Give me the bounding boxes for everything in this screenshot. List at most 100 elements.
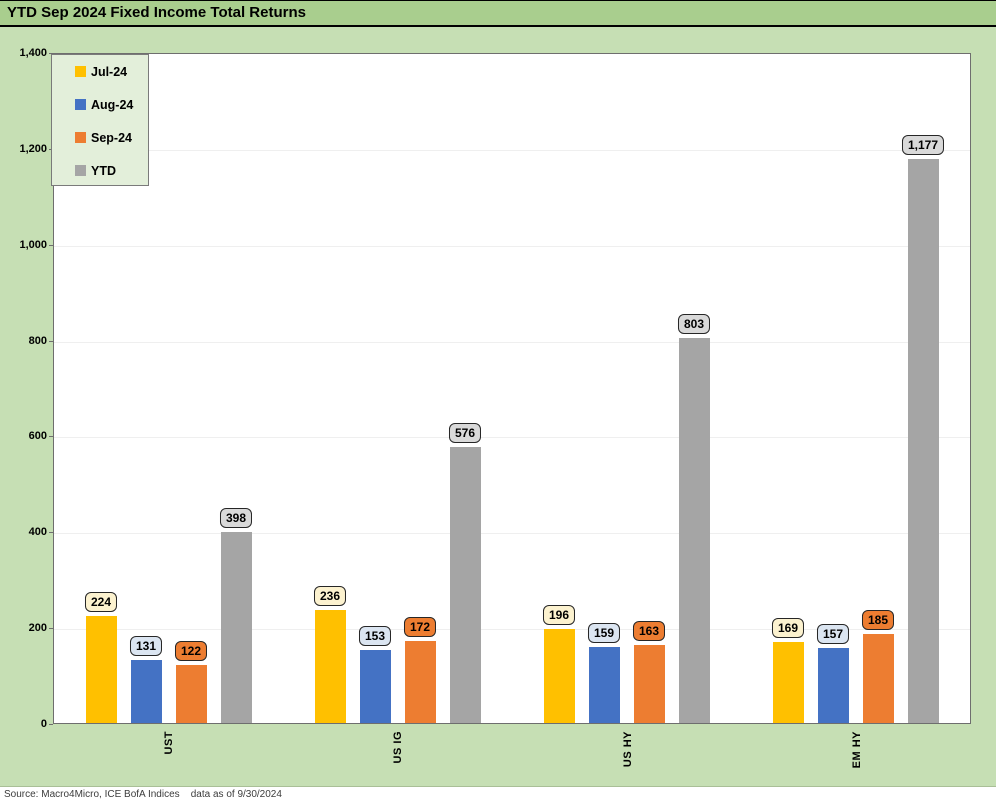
bar-value-label-sep-24-us-ig: 172 xyxy=(403,616,437,637)
source-note: Source: Macro4Micro, ICE BofA Indices da… xyxy=(0,788,996,803)
bar-aug-24-ust xyxy=(130,660,162,723)
legend-swatch-sep-24 xyxy=(75,132,86,143)
bar-value-label-ytd-ust: 398 xyxy=(219,508,253,529)
category-label-em-hy: EM HY xyxy=(743,726,973,784)
bar-groups: 224 131 122 398 236 153 172 576 196 159 163 803 169 1… xyxy=(54,54,970,723)
bar-slot-aug-24-ust: 131 xyxy=(129,54,163,723)
gridline-1000 xyxy=(54,245,970,247)
bar-sep-24-ust xyxy=(175,664,207,723)
y-tick-label-1400: 1,400 xyxy=(19,47,47,59)
y-tick-label-600: 600 xyxy=(28,430,47,443)
bar-aug-24-us-ig xyxy=(359,649,391,723)
chart-area: 224 131 122 398 236 153 172 576 196 159 163 803 169 1… xyxy=(0,27,996,787)
bar-slot-sep-24-em-hy: 185 xyxy=(861,54,895,723)
x-axis-category-labels: UST US IG US HY EM HY xyxy=(54,726,972,784)
bar-slot-aug-24-em-hy: 157 xyxy=(816,54,850,723)
chart-title: YTD Sep 2024 Fixed Income Total Returns xyxy=(0,0,996,27)
legend-label-sep-24: Sep-24 xyxy=(91,130,132,145)
bar-slot-sep-24-us-ig: 172 xyxy=(403,54,437,723)
bar-group-us-hy: 196 159 163 803 xyxy=(512,54,741,723)
bar-ytd-em-hy xyxy=(907,158,939,723)
bar-value-label-sep-24-ust: 122 xyxy=(174,640,208,661)
legend-swatch-ytd xyxy=(75,165,86,176)
legend-item-ytd: YTD xyxy=(75,154,148,187)
legend-items: Jul-24 Aug-24 Sep-24 YTD xyxy=(75,55,148,187)
bar-group-em-hy: 169 157 185 1,177 xyxy=(741,54,970,723)
bar-sep-24-us-hy xyxy=(633,644,665,723)
bar-value-label-ytd-us-ig: 576 xyxy=(448,422,482,443)
gridline-400 xyxy=(54,533,970,535)
bar-value-label-ytd-em-hy: 1,177 xyxy=(901,134,945,155)
y-tick-label-800: 800 xyxy=(28,334,47,347)
bar-slot-aug-24-us-ig: 153 xyxy=(358,54,392,723)
bar-value-label-sep-24-us-hy: 163 xyxy=(632,620,666,641)
bar-value-label-jul-24-us-ig: 236 xyxy=(313,585,347,606)
legend-item-jul-24: Jul-24 xyxy=(75,55,148,88)
category-label-us-ig: US IG xyxy=(284,726,514,784)
bar-ytd-us-ig xyxy=(449,446,481,723)
bar-value-label-jul-24-em-hy: 169 xyxy=(771,618,805,639)
bar-value-label-aug-24-us-ig: 153 xyxy=(358,625,392,646)
gridline-800 xyxy=(54,341,970,343)
legend-swatch-aug-24 xyxy=(75,99,86,110)
bar-ytd-ust xyxy=(220,532,252,723)
bar-jul-24-ust xyxy=(85,615,117,723)
y-tick-mark-400 xyxy=(49,532,53,534)
bar-group-us-ig: 236 153 172 576 xyxy=(283,54,512,723)
y-tick-mark-600 xyxy=(49,436,53,438)
category-label-text: EM HY xyxy=(851,731,864,769)
bar-value-label-aug-24-ust: 131 xyxy=(129,636,163,657)
bar-value-label-aug-24-em-hy: 157 xyxy=(816,623,850,644)
legend-swatch-jul-24 xyxy=(75,66,86,77)
bar-slot-aug-24-us-hy: 159 xyxy=(587,54,621,723)
bar-value-label-sep-24-em-hy: 185 xyxy=(861,610,895,631)
y-tick-label-200: 200 xyxy=(28,622,47,635)
y-tick-label-1000: 1,000 xyxy=(19,238,47,251)
plot-area: 224 131 122 398 236 153 172 576 196 159 163 803 169 1… xyxy=(53,53,971,724)
legend-item-aug-24: Aug-24 xyxy=(75,88,148,121)
legend-item-sep-24: Sep-24 xyxy=(75,121,148,154)
y-tick-mark-1400 xyxy=(49,53,53,54)
bar-slot-ytd-us-ig: 576 xyxy=(448,54,482,723)
bar-value-label-ytd-us-hy: 803 xyxy=(677,314,711,335)
category-label-text: US HY xyxy=(621,731,634,768)
bar-slot-sep-24-us-hy: 163 xyxy=(632,54,666,723)
legend-label-aug-24: Aug-24 xyxy=(91,97,134,112)
bar-slot-ytd-ust: 398 xyxy=(219,54,253,723)
bar-sep-24-em-hy xyxy=(862,634,894,723)
bar-value-label-aug-24-us-hy: 159 xyxy=(587,622,621,643)
bar-value-label-jul-24-ust: 224 xyxy=(84,591,118,612)
bar-slot-jul-24-us-ig: 236 xyxy=(313,54,347,723)
bar-slot-jul-24-em-hy: 169 xyxy=(771,54,805,723)
legend-label-jul-24: Jul-24 xyxy=(91,64,128,79)
bar-slot-jul-24-ust: 224 xyxy=(84,54,118,723)
legend-label-ytd: YTD xyxy=(91,163,116,178)
y-tick-mark-1000 xyxy=(49,244,53,246)
gridline-600 xyxy=(54,437,970,439)
legend: Jul-24 Aug-24 Sep-24 YTD xyxy=(51,54,149,186)
y-tick-mark-0 xyxy=(49,724,53,725)
bar-aug-24-us-hy xyxy=(588,646,620,723)
y-tick-label-1200: 1,200 xyxy=(19,142,47,155)
bar-slot-ytd-em-hy: 1,177 xyxy=(901,54,945,723)
bar-jul-24-em-hy xyxy=(772,642,804,723)
bar-sep-24-us-ig xyxy=(404,640,436,723)
y-tick-label-400: 400 xyxy=(28,526,47,539)
bar-aug-24-em-hy xyxy=(817,647,849,723)
bar-ytd-us-hy xyxy=(678,338,710,723)
bar-jul-24-us-ig xyxy=(314,609,346,723)
bar-slot-sep-24-ust: 122 xyxy=(174,54,208,723)
y-tick-mark-800 xyxy=(49,340,53,342)
gridline-200 xyxy=(54,629,970,631)
y-tick-mark-200 xyxy=(49,628,53,630)
bar-slot-ytd-us-hy: 803 xyxy=(677,54,711,723)
bar-slot-jul-24-us-hy: 196 xyxy=(542,54,576,723)
category-label-ust: UST xyxy=(54,726,284,784)
y-tick-label-0: 0 xyxy=(40,718,47,730)
bar-jul-24-us-hy xyxy=(543,629,575,723)
category-label-us-hy: US HY xyxy=(513,726,743,784)
bar-group-ust: 224 131 122 398 xyxy=(54,54,283,723)
bar-value-label-jul-24-us-hy: 196 xyxy=(542,605,576,626)
category-label-text: US IG xyxy=(392,731,405,764)
